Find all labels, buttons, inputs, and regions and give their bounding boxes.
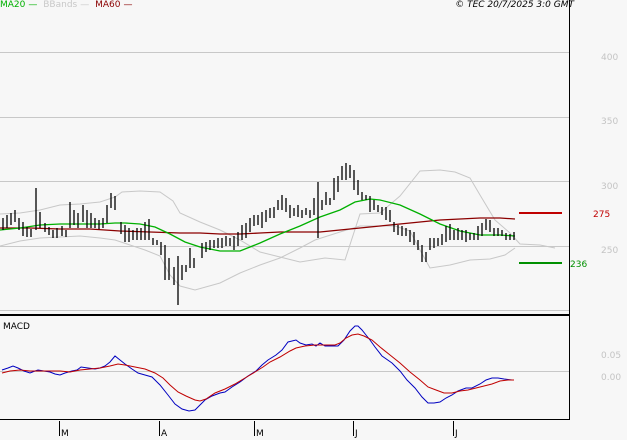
macd-line xyxy=(1,325,514,412)
chart-legend: MA20— BBands — MA60— xyxy=(0,0,135,12)
x-label-may: M xyxy=(256,429,264,439)
legend-ma60: MA60— xyxy=(95,0,133,10)
bollinger-bands xyxy=(0,169,556,291)
macd-panel-title: MACD xyxy=(3,322,30,332)
x-label-march: M xyxy=(61,429,69,439)
price-bars xyxy=(2,163,515,305)
price-gridlines xyxy=(0,52,569,311)
resistance-label: 275 xyxy=(593,210,610,220)
x-label-april: A xyxy=(161,429,168,439)
price-axis-labels: 400 350 300 250 xyxy=(601,53,618,256)
legend-ma20: MA20— xyxy=(0,0,38,10)
signal-line xyxy=(1,333,514,402)
support-label: 236 xyxy=(570,260,587,270)
macd-label-005: 0.05 xyxy=(601,351,621,361)
svg-text:350: 350 xyxy=(601,117,618,127)
svg-text:400: 400 xyxy=(601,53,618,63)
legend-bbands: BBands — xyxy=(43,0,90,10)
svg-text:250: 250 xyxy=(601,246,618,256)
svg-text:300: 300 xyxy=(601,182,618,192)
ma60-line xyxy=(0,217,516,235)
ma20-line xyxy=(0,198,516,252)
x-label-july: J xyxy=(454,429,458,439)
x-label-june: J xyxy=(354,429,358,439)
x-axis xyxy=(59,421,454,436)
copyright-timestamp: © TEC 20/7/2025 3:0 GMT xyxy=(455,0,574,10)
macd-label-000: 0.00 xyxy=(601,373,621,383)
